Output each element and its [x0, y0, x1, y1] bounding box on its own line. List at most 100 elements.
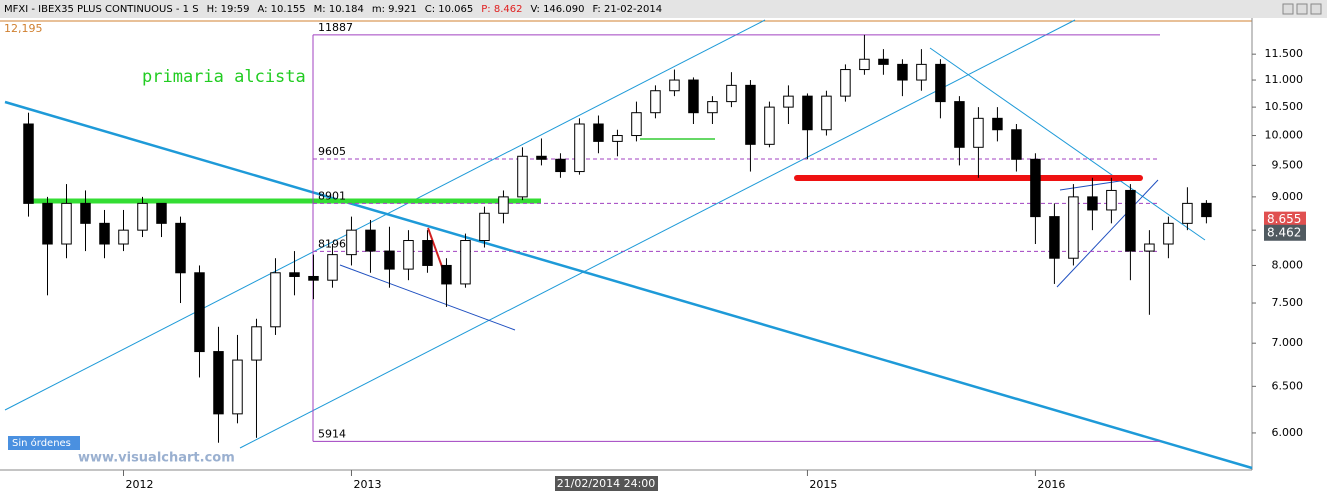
candle-body	[631, 112, 642, 137]
level-label: 5914	[318, 427, 346, 440]
candle-body	[878, 58, 889, 65]
candle-body	[1049, 216, 1060, 259]
x-tick-label: 2016	[1037, 478, 1065, 491]
candle-body	[23, 123, 34, 204]
level-label: 8901	[318, 189, 346, 202]
channel-line	[4, 19, 766, 411]
minimize-button[interactable]	[1282, 3, 1294, 15]
y-tick-label: 7.500	[1272, 296, 1304, 309]
level-label: 9605	[318, 145, 346, 158]
close-button[interactable]	[1310, 3, 1322, 15]
header-field: m: 9.921	[372, 4, 417, 15]
candle-body	[251, 326, 262, 361]
watermark: www.visualchart.com	[78, 451, 235, 466]
candle-body	[821, 95, 832, 131]
candle-body	[745, 84, 756, 145]
scale-top-label: 12,195	[4, 22, 43, 35]
x-tick-label: 2013	[353, 478, 381, 491]
trend-line	[929, 47, 1206, 241]
candle-body	[764, 106, 775, 145]
header-field: A: 10.155	[257, 4, 305, 15]
candle-body	[859, 58, 870, 71]
level-label: 8196	[318, 237, 346, 250]
candle-body	[555, 158, 566, 173]
candle-body	[441, 264, 452, 285]
candle-body	[118, 229, 129, 245]
level-label: 11887	[318, 21, 353, 34]
candle-body	[213, 351, 224, 415]
candle-body	[650, 90, 661, 114]
candle-body	[1030, 158, 1041, 218]
candle-body	[1068, 196, 1079, 259]
candle-body	[688, 79, 699, 114]
candle-body	[1106, 189, 1117, 211]
candle-body	[308, 275, 319, 281]
header-field: M: 10.184	[314, 4, 364, 15]
candle-body	[840, 69, 851, 97]
candle-body	[517, 155, 528, 198]
candle-body	[536, 155, 547, 160]
header-field: P: 8.462	[481, 4, 522, 15]
header-field: F: 21-02-2014	[592, 4, 662, 15]
y-tick-label: 10.000	[1265, 129, 1304, 142]
candle-body	[422, 240, 433, 266]
y-tick-label: 9.000	[1272, 190, 1304, 203]
candle-body	[935, 63, 946, 103]
orders-button[interactable]	[8, 436, 80, 450]
cursor-label: 21/02/2014 24:00	[557, 477, 656, 490]
y-tick-label: 6.000	[1272, 426, 1304, 439]
header: MFXI - IBEX35 PLUS CONTINUOUS - 1 S H: 19…	[4, 4, 662, 15]
candle-body	[669, 79, 680, 92]
candle-body	[574, 123, 585, 173]
y-tick-label: 11.000	[1265, 73, 1304, 86]
candle-body	[175, 222, 186, 274]
candle-body	[99, 222, 110, 245]
candle-body	[802, 95, 813, 131]
candle-body	[365, 229, 376, 252]
header-field: C: 10.065	[425, 4, 474, 15]
candle-body	[1182, 202, 1193, 224]
candle-body	[1144, 243, 1155, 252]
y-tick-label: 11.500	[1265, 47, 1304, 60]
y-tick-label: 9.500	[1272, 158, 1304, 171]
trend-line	[4, 100, 1253, 470]
candle-body	[1125, 189, 1136, 252]
y-tick-label: 10.500	[1265, 100, 1304, 113]
candle-body	[61, 202, 72, 245]
candle-body	[346, 229, 357, 256]
candle-body	[498, 196, 509, 214]
candle-body	[479, 212, 490, 242]
candle-body	[783, 95, 794, 108]
candle-body	[384, 250, 395, 270]
candle-body	[156, 202, 167, 224]
header-field: H: 19:59	[207, 4, 250, 15]
candle-body	[916, 63, 927, 81]
price-tag-label: 8.655	[1267, 212, 1301, 226]
candle-body	[707, 101, 718, 114]
candle-body	[897, 63, 908, 81]
y-tick-label: 7.000	[1272, 336, 1304, 349]
candle-body	[137, 202, 148, 231]
candle-body	[1011, 129, 1022, 160]
price-tag	[1264, 211, 1306, 228]
candle-body	[973, 117, 984, 148]
trend-line	[339, 264, 516, 331]
y-tick-label: 8.000	[1272, 258, 1304, 271]
candle-body	[726, 84, 737, 103]
candle-body	[593, 123, 604, 142]
x-tick-label: 2012	[125, 478, 153, 491]
header-field: MFXI - IBEX35 PLUS CONTINUOUS - 1 S	[4, 4, 199, 15]
maximize-button[interactable]	[1296, 3, 1308, 15]
price-tag-label: 8.462	[1267, 225, 1301, 239]
orders-button-label: Sin órdenes	[12, 437, 71, 449]
candle-body	[80, 202, 91, 224]
y-tick-label: 6.500	[1272, 379, 1304, 392]
candle-body	[232, 359, 243, 415]
candle-body	[612, 135, 623, 142]
candle-body	[992, 117, 1003, 131]
candle-body	[194, 272, 205, 353]
candle-body	[327, 254, 338, 281]
cursor-label-box	[555, 476, 658, 491]
candle-body	[954, 101, 965, 148]
